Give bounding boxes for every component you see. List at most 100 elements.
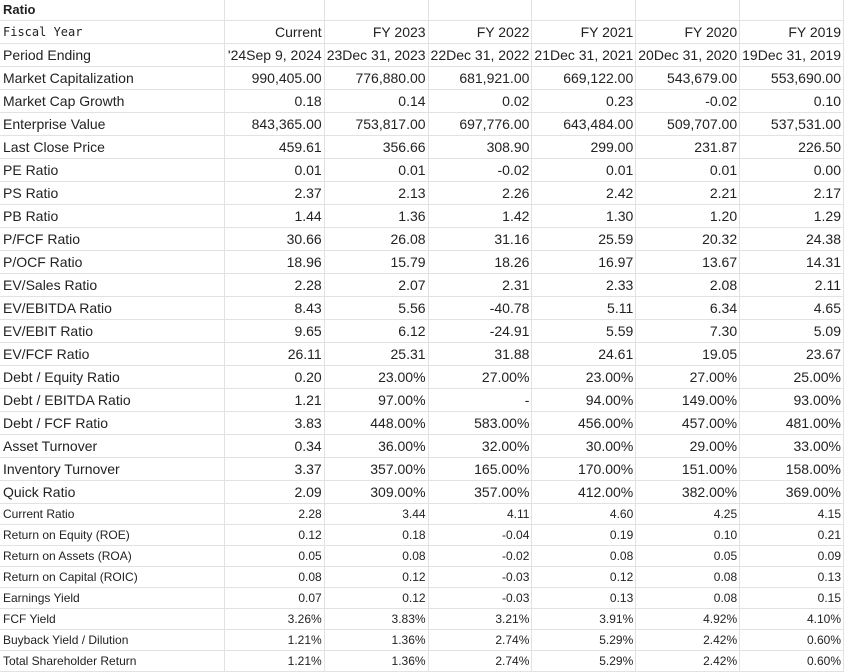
value-cell[interactable]: FY 2021 bbox=[531, 20, 637, 44]
value-cell[interactable]: 21Dec 31, 2021 bbox=[531, 43, 637, 67]
value-cell[interactable]: 2.11 bbox=[739, 273, 844, 297]
value-cell[interactable]: 669,122.00 bbox=[531, 66, 637, 90]
value-cell[interactable]: 23.00% bbox=[324, 365, 429, 389]
value-cell[interactable]: 3.37 bbox=[224, 457, 325, 481]
row-label-cell[interactable]: PE Ratio bbox=[0, 158, 225, 182]
value-cell[interactable]: 18.26 bbox=[428, 250, 533, 274]
value-cell[interactable]: 583.00% bbox=[428, 411, 533, 435]
value-cell[interactable]: 308.90 bbox=[428, 135, 533, 159]
value-cell[interactable]: 93.00% bbox=[739, 388, 844, 412]
value-cell[interactable]: 0.12 bbox=[224, 524, 325, 546]
value-cell[interactable]: 27.00% bbox=[635, 365, 741, 389]
value-cell[interactable]: 457.00% bbox=[635, 411, 741, 435]
value-cell[interactable]: 0.12 bbox=[324, 566, 429, 588]
value-cell[interactable]: 481.00% bbox=[739, 411, 844, 435]
value-cell[interactable]: 20Dec 31, 2020 bbox=[635, 43, 741, 67]
row-label-cell[interactable]: Current Ratio bbox=[0, 503, 225, 525]
value-cell[interactable]: -0.03 bbox=[428, 587, 533, 609]
value-cell[interactable]: 22Dec 31, 2022 bbox=[428, 43, 533, 67]
row-label-cell[interactable]: EV/FCF Ratio bbox=[0, 342, 225, 366]
value-cell[interactable]: 509,707.00 bbox=[635, 112, 741, 136]
value-cell[interactable]: 5.11 bbox=[531, 296, 637, 320]
value-cell[interactable]: 0.07 bbox=[224, 587, 325, 609]
value-cell[interactable]: 357.00% bbox=[428, 480, 533, 504]
value-cell[interactable]: FY 2023 bbox=[324, 20, 429, 44]
value-cell[interactable]: 0.01 bbox=[531, 158, 637, 182]
value-cell[interactable]: 24.38 bbox=[739, 227, 844, 251]
empty-cell[interactable] bbox=[635, 0, 741, 21]
value-cell[interactable]: 2.42% bbox=[635, 629, 741, 651]
value-cell[interactable]: 0.08 bbox=[224, 566, 325, 588]
value-cell[interactable]: 0.12 bbox=[324, 587, 429, 609]
value-cell[interactable]: -24.91 bbox=[428, 319, 533, 343]
value-cell[interactable]: 23.67 bbox=[739, 342, 844, 366]
value-cell[interactable]: 27.00% bbox=[428, 365, 533, 389]
empty-cell[interactable] bbox=[739, 0, 844, 21]
value-cell[interactable]: -0.02 bbox=[635, 89, 741, 113]
value-cell[interactable]: 681,921.00 bbox=[428, 66, 533, 90]
value-cell[interactable]: 26.08 bbox=[324, 227, 429, 251]
value-cell[interactable]: 8.43 bbox=[224, 296, 325, 320]
value-cell[interactable]: 97.00% bbox=[324, 388, 429, 412]
value-cell[interactable]: 4.11 bbox=[428, 503, 533, 525]
value-cell[interactable]: 3.83 bbox=[224, 411, 325, 435]
value-cell[interactable]: 0.18 bbox=[224, 89, 325, 113]
value-cell[interactable]: 0.18 bbox=[324, 524, 429, 546]
value-cell[interactable]: 1.21 bbox=[224, 388, 325, 412]
row-label-cell[interactable]: Market Capitalization bbox=[0, 66, 225, 90]
value-cell[interactable]: 990,405.00 bbox=[224, 66, 325, 90]
row-label-cell[interactable]: Earnings Yield bbox=[0, 587, 225, 609]
value-cell[interactable]: 0.15 bbox=[739, 587, 844, 609]
value-cell[interactable]: 0.00 bbox=[739, 158, 844, 182]
value-cell[interactable]: 356.66 bbox=[324, 135, 429, 159]
value-cell[interactable]: 5.29% bbox=[531, 650, 637, 672]
row-label-cell[interactable]: Return on Equity (ROE) bbox=[0, 524, 225, 546]
value-cell[interactable]: 537,531.00 bbox=[739, 112, 844, 136]
value-cell[interactable]: 3.44 bbox=[324, 503, 429, 525]
value-cell[interactable]: 4.10% bbox=[739, 608, 844, 630]
value-cell[interactable]: 309.00% bbox=[324, 480, 429, 504]
value-cell[interactable]: 0.05 bbox=[224, 545, 325, 567]
value-cell[interactable]: 26.11 bbox=[224, 342, 325, 366]
value-cell[interactable]: 0.23 bbox=[531, 89, 637, 113]
value-cell[interactable]: 33.00% bbox=[739, 434, 844, 458]
value-cell[interactable]: 2.09 bbox=[224, 480, 325, 504]
value-cell[interactable]: 1.21% bbox=[224, 629, 325, 651]
value-cell[interactable]: 18.96 bbox=[224, 250, 325, 274]
row-label-cell[interactable]: Inventory Turnover bbox=[0, 457, 225, 481]
value-cell[interactable]: 32.00% bbox=[428, 434, 533, 458]
value-cell[interactable]: 1.36 bbox=[324, 204, 429, 228]
value-cell[interactable]: 2.17 bbox=[739, 181, 844, 205]
row-label-cell[interactable]: Debt / Equity Ratio bbox=[0, 365, 225, 389]
value-cell[interactable]: 19Dec 31, 2019 bbox=[739, 43, 844, 67]
value-cell[interactable]: -0.02 bbox=[428, 545, 533, 567]
value-cell[interactable]: 2.28 bbox=[224, 503, 325, 525]
value-cell[interactable]: 16.97 bbox=[531, 250, 637, 274]
row-label-cell[interactable]: EV/Sales Ratio bbox=[0, 273, 225, 297]
empty-cell[interactable] bbox=[224, 0, 325, 21]
value-cell[interactable]: FY 2020 bbox=[635, 20, 741, 44]
value-cell[interactable]: 3.26% bbox=[224, 608, 325, 630]
value-cell[interactable]: 2.42 bbox=[531, 181, 637, 205]
value-cell[interactable]: Current bbox=[224, 20, 325, 44]
value-cell[interactable]: -0.04 bbox=[428, 524, 533, 546]
value-cell[interactable]: 30.66 bbox=[224, 227, 325, 251]
value-cell[interactable]: 6.12 bbox=[324, 319, 429, 343]
value-cell[interactable]: 843,365.00 bbox=[224, 112, 325, 136]
value-cell[interactable]: 357.00% bbox=[324, 457, 429, 481]
sheet-title-cell[interactable]: Ratio bbox=[0, 0, 225, 21]
row-label-cell[interactable]: EV/EBIT Ratio bbox=[0, 319, 225, 343]
value-cell[interactable]: 2.21 bbox=[635, 181, 741, 205]
value-cell[interactable]: FY 2019 bbox=[739, 20, 844, 44]
value-cell[interactable]: 3.83% bbox=[324, 608, 429, 630]
value-cell[interactable]: 543,679.00 bbox=[635, 66, 741, 90]
value-cell[interactable]: 5.59 bbox=[531, 319, 637, 343]
row-label-cell[interactable]: Period Ending bbox=[0, 43, 225, 67]
value-cell[interactable]: 0.02 bbox=[428, 89, 533, 113]
value-cell[interactable]: 643,484.00 bbox=[531, 112, 637, 136]
value-cell[interactable]: 7.30 bbox=[635, 319, 741, 343]
value-cell[interactable]: 6.34 bbox=[635, 296, 741, 320]
value-cell[interactable]: 697,776.00 bbox=[428, 112, 533, 136]
value-cell[interactable]: 4.25 bbox=[635, 503, 741, 525]
value-cell[interactable]: 2.74% bbox=[428, 650, 533, 672]
